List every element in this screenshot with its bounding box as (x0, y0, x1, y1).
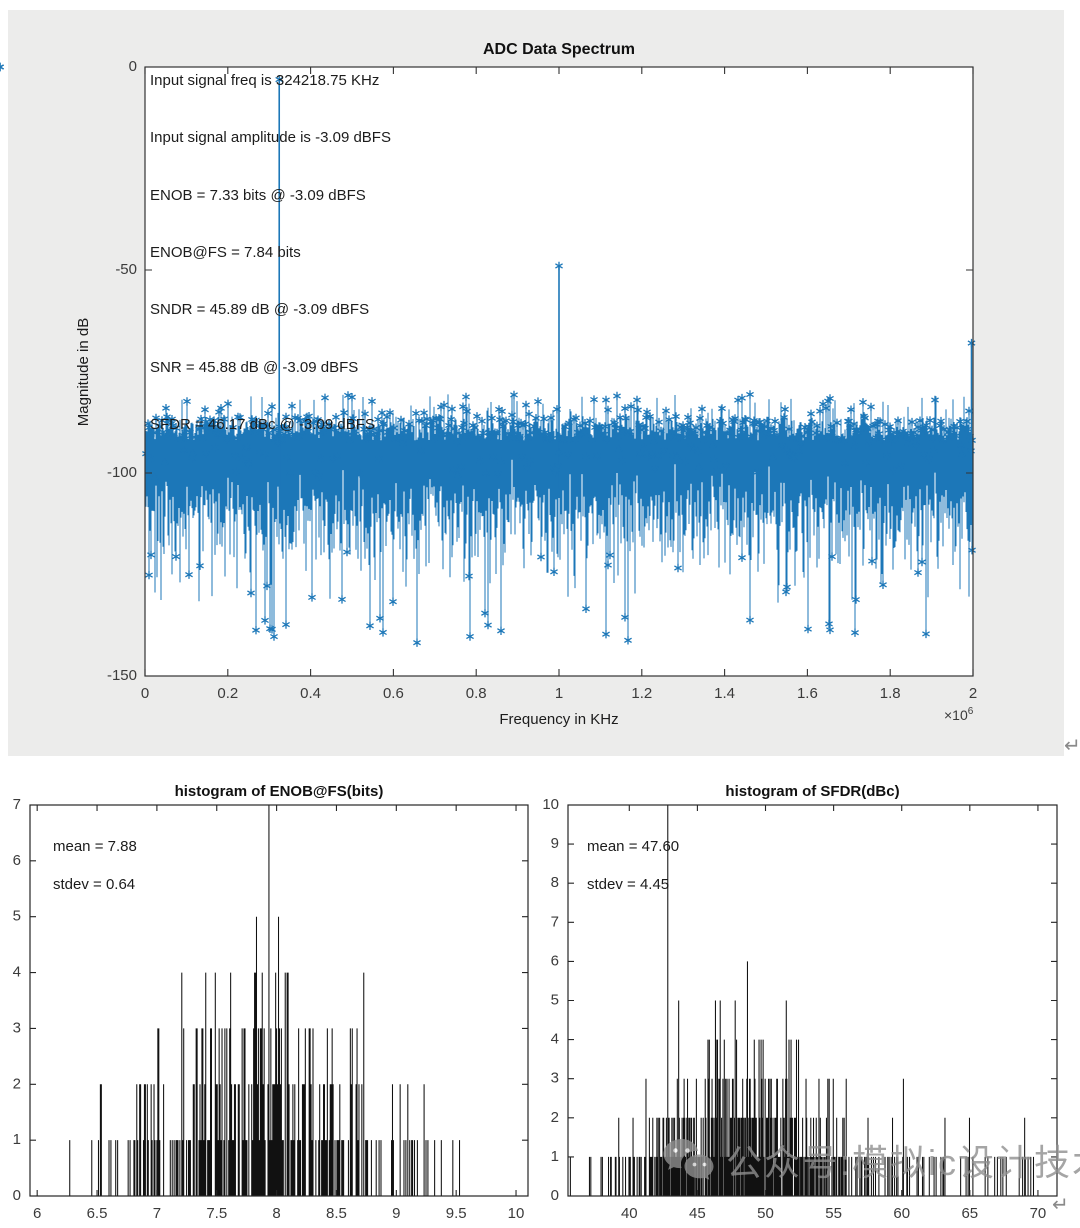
enob-histogram-axes-box (29, 804, 529, 1197)
spectrum-x-multiplier: ×106 (944, 706, 974, 723)
noise-floor (145, 394, 973, 643)
sfdr-histogram-y-tick-label: 1 (551, 1148, 559, 1165)
sfdr-histogram-x-tick-label: 55 (825, 1205, 842, 1222)
enob-histogram-y-tick-label: 1 (13, 1131, 21, 1148)
enob-hist-mean: mean = 7.88 (53, 838, 137, 855)
sfdr-histogram-x-tick-label: 40 (621, 1205, 638, 1222)
enob-histogram-x-tick-label: 8 (272, 1205, 280, 1222)
sfdr-histogram-x-tick-label: 50 (757, 1205, 774, 1222)
spectrum-y-label: Magnitude in dB (75, 318, 92, 426)
return-mark-top: ↵ (1064, 733, 1080, 757)
sfdr-histogram-x-tick-label: 65 (961, 1205, 978, 1222)
sfdr-histogram-y-tick-label: 9 (551, 835, 559, 852)
spectrum-x-tick-label: 0.6 (383, 685, 404, 702)
sfdr-histogram-y-tick-label: 10 (542, 796, 559, 813)
spectrum-x-tick-label: 1.6 (797, 685, 818, 702)
annotation-sfdr: SFDR = 46.17 dBc @ -3.09 dBFS (150, 416, 375, 433)
sfdr-histogram-ticks (568, 804, 1057, 1197)
sfdr-histogram-y-tick-label: 4 (551, 1031, 559, 1048)
enob-histogram-x-tick-label: 9 (392, 1205, 400, 1222)
sfdr-histogram-y-tick-label: 6 (551, 952, 559, 969)
enob-histogram-plot: 6 6.5 7 7.5 8 8.5 9 9.5 10 0 1 2 3 4 5 6 7 (13, 796, 529, 1222)
sfdr-histogram-x-tick-label: 70 (1030, 1205, 1047, 1222)
sfdr-histogram-y-tick-label: 3 (551, 1070, 559, 1087)
sfdr-histogram-x-tick-label: 60 (893, 1205, 910, 1222)
enob-histogram-y-tick-label: 3 (13, 1019, 21, 1036)
spectrum-x-tick-label: 0.2 (217, 685, 238, 702)
enob-histogram-x-tick-label: 6 (33, 1205, 41, 1222)
spectrum-x-tick-label: 0 (141, 685, 149, 702)
enob-histogram-y-tick-label: 0 (13, 1187, 21, 1204)
spectrum-x-tick-label: 0.8 (466, 685, 487, 702)
enob-histogram-x-tick-label: 10 (508, 1205, 525, 1222)
sfdr-histogram-bars (569, 805, 1035, 1196)
enob-histogram-y-tick-label: 6 (13, 852, 21, 869)
sfdr-histogram-x-tick-label: 45 (689, 1205, 706, 1222)
spectrum-y-tick-label: -150 (107, 667, 137, 684)
enob-histogram-y-tick-label: 5 (13, 908, 21, 925)
spectrum-y-tick-label: -100 (107, 464, 137, 481)
spectrum-plot: 0 0.2 0.4 0.6 0.8 1 1.2 1.4 1.6 1.8 2 0 -50 -100 -150 F… (0, 58, 977, 728)
annotation-input-amplitude: Input signal amplitude is -3.09 dBFS (150, 129, 391, 146)
spectrum-x-tick-label: 2 (969, 685, 977, 702)
annotation-sndr: SNDR = 45.89 dB @ -3.09 dBFS (150, 301, 370, 318)
spectrum-x-label: Frequency in KHz (499, 711, 618, 728)
enob-histogram-bars (69, 805, 461, 1196)
spectrum-x-tick-label: 0.4 (300, 685, 321, 702)
sfdr-histogram-y-tick-label: 5 (551, 991, 559, 1008)
wechat-icon (663, 1139, 714, 1180)
enob-histogram-x-tick-label: 7 (153, 1205, 161, 1222)
annotation-enob: ENOB = 7.33 bits @ -3.09 dBFS (150, 187, 366, 204)
sfdr-histogram-y-tick-label: 0 (551, 1187, 559, 1204)
spectrum-title: ADC Data Spectrum (482, 41, 636, 58)
enob-histogram-y-tick-label: 7 (13, 796, 21, 813)
spectrum-ticks (144, 66, 974, 677)
sfdr-hist-stdev: stdev = 4.45 (587, 876, 670, 893)
spectrum-x-tick-label: 1.2 (631, 685, 652, 702)
enob-histogram-x-tick-label: 8.5 (326, 1205, 347, 1222)
enob-histogram-x-tick-label: 7.5 (206, 1205, 227, 1222)
sfdr-histogram-y-tick-label: 7 (551, 913, 559, 930)
watermark: 公众号:模拟ic设计技术 (662, 1134, 1080, 1186)
sfdr-histogram-y-tick-label: 2 (551, 1109, 559, 1126)
watermark-text: 公众号:模拟ic设计技术 (726, 1142, 1080, 1183)
sfdr-hist-mean: mean = 47.60 (587, 838, 680, 855)
enob-histogram-y-tick-label: 4 (13, 964, 21, 981)
spectrum-x-tick-label: 1.4 (714, 685, 735, 702)
sfdr-histogram-y-tick-label: 8 (551, 874, 559, 891)
annotation-snr: SNR = 45.88 dB @ -3.09 dBFS (150, 359, 359, 376)
enob-histogram-x-tick-label: 9.5 (446, 1205, 467, 1222)
spectrum-y-tick-label: -50 (115, 261, 137, 278)
enob-histogram-ticks (30, 804, 528, 1197)
enob-hist-title: histogram of ENOB@FS(bits) (174, 783, 384, 800)
return-mark-bottom: ↵ (1052, 1192, 1069, 1216)
annotation-input-freq: Input signal freq is 324218.75 KHz (150, 72, 380, 89)
spectrum-y-tick-label: 0 (129, 58, 137, 75)
enob-histogram-x-tick-label: 6.5 (87, 1205, 108, 1222)
enob-hist-stdev: stdev = 0.64 (53, 876, 136, 893)
spectrum-x-tick-label: 1.8 (880, 685, 901, 702)
spectrum-x-tick-label: 1 (555, 685, 563, 702)
annotation-enob-fs: ENOB@FS = 7.84 bits (150, 244, 301, 261)
enob-histogram-y-tick-label: 2 (13, 1075, 21, 1092)
sfdr-hist-title: histogram of SFDR(dBc) (725, 783, 900, 800)
